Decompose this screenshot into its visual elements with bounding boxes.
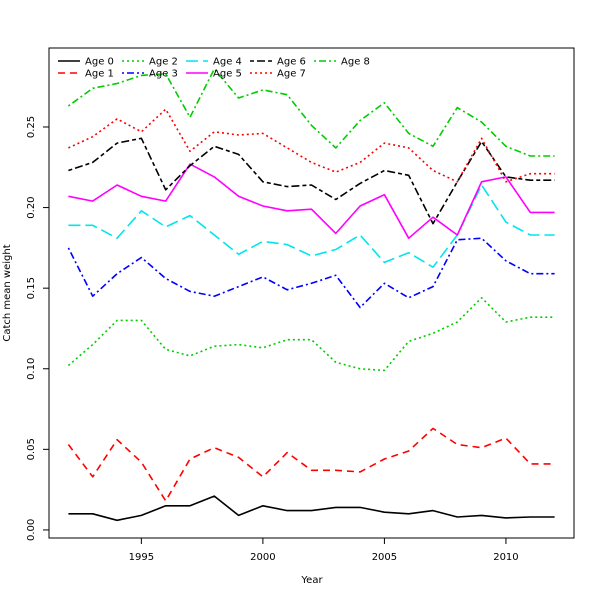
series-line-5: [68, 163, 555, 239]
plot-frame: [48, 47, 575, 539]
y-axis-label: Catch mean weight: [2, 244, 13, 341]
series-line-7: [68, 108, 555, 183]
legend-label-0: Age 0: [85, 57, 114, 68]
legend-label-4: Age 4: [213, 57, 242, 68]
y-tick-label: 0.00: [26, 519, 37, 541]
x-tick-label: 2000: [250, 552, 275, 563]
y-tick-label: 0.15: [26, 277, 37, 299]
x-axis-label: Year: [300, 575, 323, 586]
series-line-4: [68, 184, 555, 269]
legend-label-7: Age 7: [277, 69, 306, 80]
series-line-3: [67, 237, 555, 309]
series-line-0: [68, 495, 555, 522]
legend-label-3: Age 3: [149, 69, 178, 80]
legend-label-2: Age 2: [149, 57, 178, 68]
legend-label-5: Age 5: [213, 69, 242, 80]
y-axis: 0.00 0.05 0.10 0.15 0.20 0.25: [26, 116, 50, 541]
y-tick-label: 0.05: [26, 438, 37, 460]
legend-label-6: Age 6: [277, 57, 306, 68]
x-tick-label: 2010: [493, 552, 518, 563]
x-tick-label: 2005: [372, 552, 397, 563]
legend-label-1: Age 1: [85, 69, 114, 80]
series-line-1: [67, 427, 555, 502]
series-line-2: [67, 296, 555, 372]
series-line-8: [67, 68, 555, 157]
y-tick-label: 0.20: [26, 196, 37, 218]
y-tick-label: 0.25: [26, 116, 37, 138]
series-line-6: [68, 137, 555, 225]
y-tick-label: 0.10: [26, 358, 37, 380]
series-layer: [67, 68, 555, 522]
legend-label-8: Age 8: [341, 57, 370, 68]
x-axis: 1995 2000 2005 2010: [129, 537, 519, 563]
x-tick-label: 1995: [129, 552, 154, 563]
